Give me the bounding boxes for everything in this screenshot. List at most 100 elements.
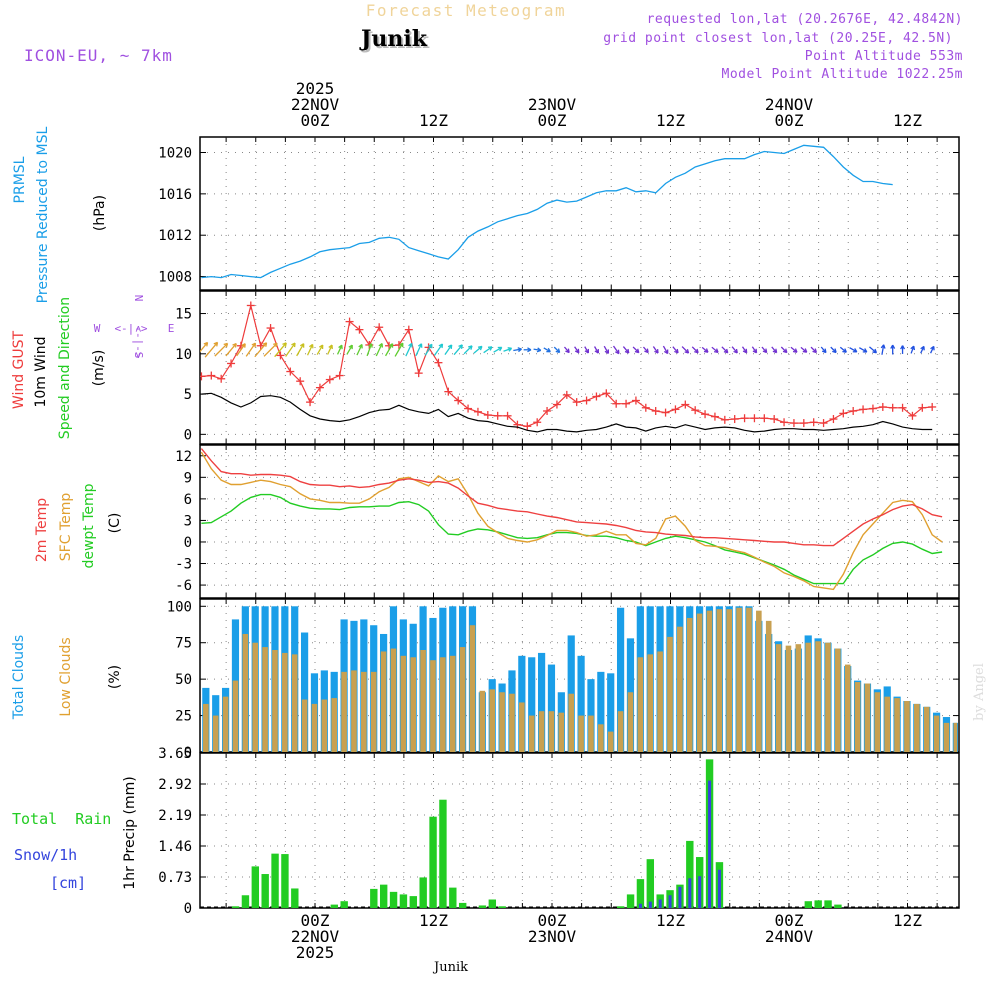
wind-direction-arrowhead — [291, 342, 296, 348]
bottom-time-label: 00Z — [538, 911, 567, 930]
wind-direction-arrow — [424, 343, 433, 356]
clouds-panel: 0 25 50 75 100 — [167, 598, 960, 761]
low-cloud-bar — [272, 650, 278, 752]
top-time-label: 23NOV — [528, 95, 577, 114]
model-altitude: Model Point Altitude 1022.25m — [722, 67, 963, 82]
bottom-time-label: 2025 — [296, 943, 335, 962]
wind-direction-arrowhead — [408, 342, 413, 348]
low-cloud-bar — [430, 660, 436, 752]
rain-bar — [370, 888, 378, 908]
low-cloud-bar — [884, 696, 891, 752]
rain-bar — [616, 906, 625, 908]
snow-bar — [638, 903, 642, 908]
y-tick-label: 1.46 — [158, 839, 192, 855]
top-time-label: 12Z — [893, 111, 922, 130]
bottom-time-label: 12Z — [893, 911, 922, 930]
low-cloud-bar — [844, 664, 851, 752]
low-cloud-bar — [923, 706, 930, 752]
wind-panel: 0 5 10 15 — [175, 290, 960, 445]
wind-direction-arrowhead — [555, 348, 561, 354]
y-tick-label: 1012 — [158, 228, 192, 244]
wind-direction-arrowhead — [565, 348, 570, 354]
wind-direction-arrowhead — [910, 345, 916, 351]
low-cloud-bar — [953, 722, 958, 752]
low-cloud-bar — [548, 711, 555, 752]
temperature-plot-area — [200, 448, 943, 591]
bottom-time-label: 12Z — [656, 911, 685, 930]
snow-bar — [698, 876, 702, 908]
wind-direction-arrow — [316, 344, 324, 355]
wind-direction-arrowhead — [527, 347, 532, 353]
y-tick-label: 6 — [184, 492, 192, 508]
wind-direction-arrow — [254, 342, 268, 358]
wind-direction-arrowhead — [517, 347, 522, 353]
wind-direction-arrow — [483, 346, 493, 354]
wind-direction-arrowhead — [821, 348, 827, 354]
low-cloud-bar — [528, 715, 535, 752]
rain-bar — [478, 905, 487, 908]
rain-bar — [340, 901, 348, 908]
wind-direction-arrowhead — [241, 343, 246, 348]
wind-panel-labels: Wind GUST 10m Wind Speed and Direction (… — [11, 295, 174, 440]
wind-direction-arrowhead — [458, 344, 463, 349]
rain-bar — [419, 877, 427, 908]
temp-sfc-label: SFC Temp — [58, 493, 74, 562]
temp-unit: (C) — [107, 513, 123, 534]
watermark: by Angel — [972, 663, 987, 721]
y-tick-label: 1008 — [158, 270, 192, 286]
rain-bar — [458, 902, 467, 908]
wind-direction-arrowhead — [852, 348, 858, 353]
wind-direction-arrowhead — [282, 342, 287, 347]
bottom-time-label: 24NOV — [765, 927, 814, 946]
low-cloud-bar — [489, 689, 496, 752]
wind-direction-arrowhead — [318, 344, 324, 350]
y-tick-label: 0 — [184, 745, 192, 761]
wind-direction-arrowhead — [694, 348, 699, 354]
wind-direction-arrowhead — [723, 348, 729, 354]
rain-bar — [379, 884, 388, 908]
low-cloud-bar — [864, 683, 871, 752]
temp-2m-line — [200, 448, 943, 547]
y-tick-label: 0.73 — [158, 870, 192, 886]
low-cloud-bar — [380, 651, 387, 752]
y-tick-label: 1020 — [158, 146, 192, 162]
top-time-label: 00Z — [538, 111, 567, 130]
rain-bar — [409, 896, 418, 908]
low-cloud-bar — [400, 655, 407, 752]
low-cloud-bar — [519, 702, 525, 752]
wind-direction-arrowhead — [368, 343, 373, 348]
wind-direction-arrowhead — [862, 348, 868, 353]
wind-direction-arrowhead — [872, 348, 878, 354]
low-cloud-bar — [775, 644, 782, 752]
low-cloud-bar — [667, 636, 673, 752]
rain-bar — [291, 888, 299, 908]
compass-south: S — [132, 352, 145, 359]
wind-gridlines — [200, 291, 959, 444]
low-cloud-bar — [746, 607, 752, 752]
wind-direction-arrowhead — [427, 343, 433, 349]
rain-bar — [804, 901, 813, 908]
meteogram-title: Forecast Meteogram — [366, 1, 566, 20]
wind-direction-arrow — [296, 343, 305, 357]
y-tick-label: 12 — [175, 449, 192, 465]
wind-direction-arrowhead — [703, 348, 709, 353]
y-tick-label: 15 — [175, 307, 192, 323]
wind-direction-arrowhead — [308, 343, 314, 349]
wind-direction-arrowhead — [742, 348, 748, 354]
bottom-time-label: 22NOV — [291, 927, 340, 946]
wind-direction-arrowhead — [487, 346, 493, 351]
rain-bar — [271, 853, 279, 908]
low-cloud-bar — [795, 644, 802, 752]
low-cloud-bar — [854, 682, 861, 752]
wind-direction-arrow — [346, 344, 353, 355]
wind-direction-arrowhead — [920, 345, 925, 351]
rain-bar — [231, 906, 240, 908]
total-cloud-bar — [300, 632, 309, 752]
wind-direction-arrowhead — [203, 341, 209, 347]
wind-direction-arrow — [415, 343, 423, 357]
rain-bar — [646, 859, 655, 908]
wind-direction-arrowhead — [447, 344, 453, 350]
total-rain-label: Total Rain — [12, 810, 111, 828]
rain-bar — [330, 904, 339, 908]
